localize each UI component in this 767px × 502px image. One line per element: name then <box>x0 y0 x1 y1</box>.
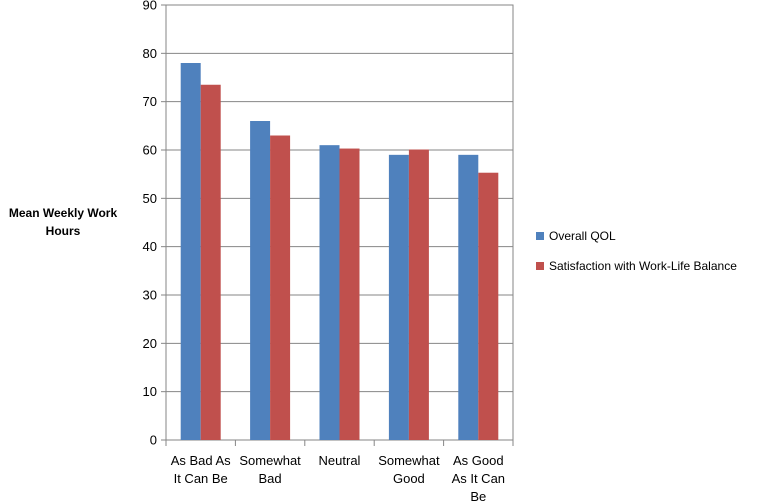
y-axis-label-line-1: Mean Weekly Work <box>8 206 118 220</box>
bar-work-life-balance <box>270 135 291 440</box>
x-tick-label: As It Can <box>452 471 505 486</box>
x-tick-label: As Bad As <box>171 453 231 468</box>
x-tick-label: Somewhat <box>378 453 440 468</box>
bar-work-life-balance <box>339 148 360 441</box>
bar-overall-qol <box>388 154 409 441</box>
y-axis-label: Mean Weekly Work Hours <box>0 204 126 240</box>
bar-overall-qol <box>180 63 201 440</box>
legend-swatch-work-life-balance <box>536 262 544 270</box>
legend-label-overall-qol: Overall QOL <box>549 229 616 243</box>
legend-label-work-life-balance: Satisfaction with Work-Life Balance <box>549 259 737 273</box>
y-tick-label: 90 <box>143 0 157 13</box>
legend-item-overall-qol: Overall QOL <box>536 228 737 244</box>
bar-overall-qol <box>250 121 271 440</box>
x-tick-label: As Good <box>453 453 504 468</box>
y-axis-label-line-2: Hours <box>45 224 81 238</box>
x-tick-label: Be <box>470 489 486 502</box>
x-tick-label: Good <box>393 471 425 486</box>
y-tick-label: 40 <box>143 239 157 254</box>
y-tick-label: 60 <box>143 143 157 158</box>
x-tick-label: Bad <box>259 471 282 486</box>
bar-work-life-balance <box>408 149 429 440</box>
bar-work-life-balance <box>200 84 221 440</box>
y-tick-label: 10 <box>143 384 157 399</box>
y-tick-label: 70 <box>143 94 157 109</box>
legend: Overall QOL Satisfaction with Work-Life … <box>536 228 737 288</box>
x-tick-label: Somewhat <box>239 453 301 468</box>
legend-item-work-life-balance: Satisfaction with Work-Life Balance <box>536 258 737 274</box>
bar-work-life-balance <box>478 172 499 440</box>
bar-overall-qol <box>458 154 479 441</box>
x-tick-label: It Can Be <box>174 471 228 486</box>
legend-swatch-overall-qol <box>536 232 544 240</box>
y-tick-label: 20 <box>143 336 157 351</box>
x-tick-label: Neutral <box>319 453 361 468</box>
y-tick-label: 30 <box>143 288 157 303</box>
y-tick-label: 50 <box>143 191 157 206</box>
y-tick-label: 0 <box>150 433 157 448</box>
y-tick-label: 80 <box>143 46 157 61</box>
bar-overall-qol <box>319 145 340 440</box>
